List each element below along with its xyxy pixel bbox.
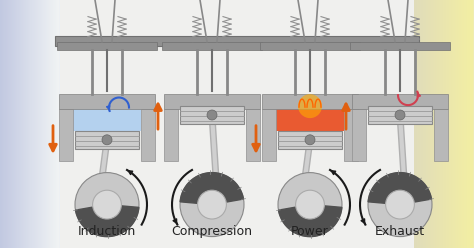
Bar xyxy=(262,109,276,161)
Polygon shape xyxy=(368,173,431,205)
Circle shape xyxy=(395,110,405,120)
Bar xyxy=(60,0,414,248)
Bar xyxy=(260,42,360,50)
Text: Power: Power xyxy=(291,225,329,238)
Bar xyxy=(164,94,260,109)
Bar xyxy=(57,42,157,50)
Text: Exhaust: Exhaust xyxy=(375,225,425,238)
Text: Compression: Compression xyxy=(172,225,253,238)
Circle shape xyxy=(386,190,414,219)
Circle shape xyxy=(102,135,112,145)
Bar xyxy=(276,109,344,131)
Circle shape xyxy=(207,110,217,120)
Bar xyxy=(59,109,73,161)
Bar xyxy=(350,42,450,50)
Circle shape xyxy=(198,190,227,219)
Polygon shape xyxy=(180,173,244,205)
Bar xyxy=(344,109,358,161)
Circle shape xyxy=(92,190,121,219)
Bar xyxy=(278,131,342,149)
Bar xyxy=(164,109,178,161)
Bar xyxy=(352,109,366,161)
Circle shape xyxy=(180,173,244,237)
Bar xyxy=(368,106,432,124)
Circle shape xyxy=(278,173,342,237)
Bar xyxy=(434,109,448,161)
Bar xyxy=(246,109,260,161)
Bar xyxy=(352,94,448,109)
Circle shape xyxy=(296,190,324,219)
Polygon shape xyxy=(75,205,139,237)
Bar xyxy=(75,131,139,149)
Bar xyxy=(59,94,155,109)
Bar xyxy=(55,36,419,46)
Bar xyxy=(180,106,244,124)
Circle shape xyxy=(75,173,139,237)
Bar xyxy=(162,42,262,50)
Bar xyxy=(141,109,155,161)
Circle shape xyxy=(298,94,322,118)
Bar xyxy=(73,109,141,131)
Circle shape xyxy=(368,173,432,237)
Bar xyxy=(262,94,358,109)
Circle shape xyxy=(305,135,315,145)
Polygon shape xyxy=(279,205,342,237)
Text: Induction: Induction xyxy=(78,225,136,238)
